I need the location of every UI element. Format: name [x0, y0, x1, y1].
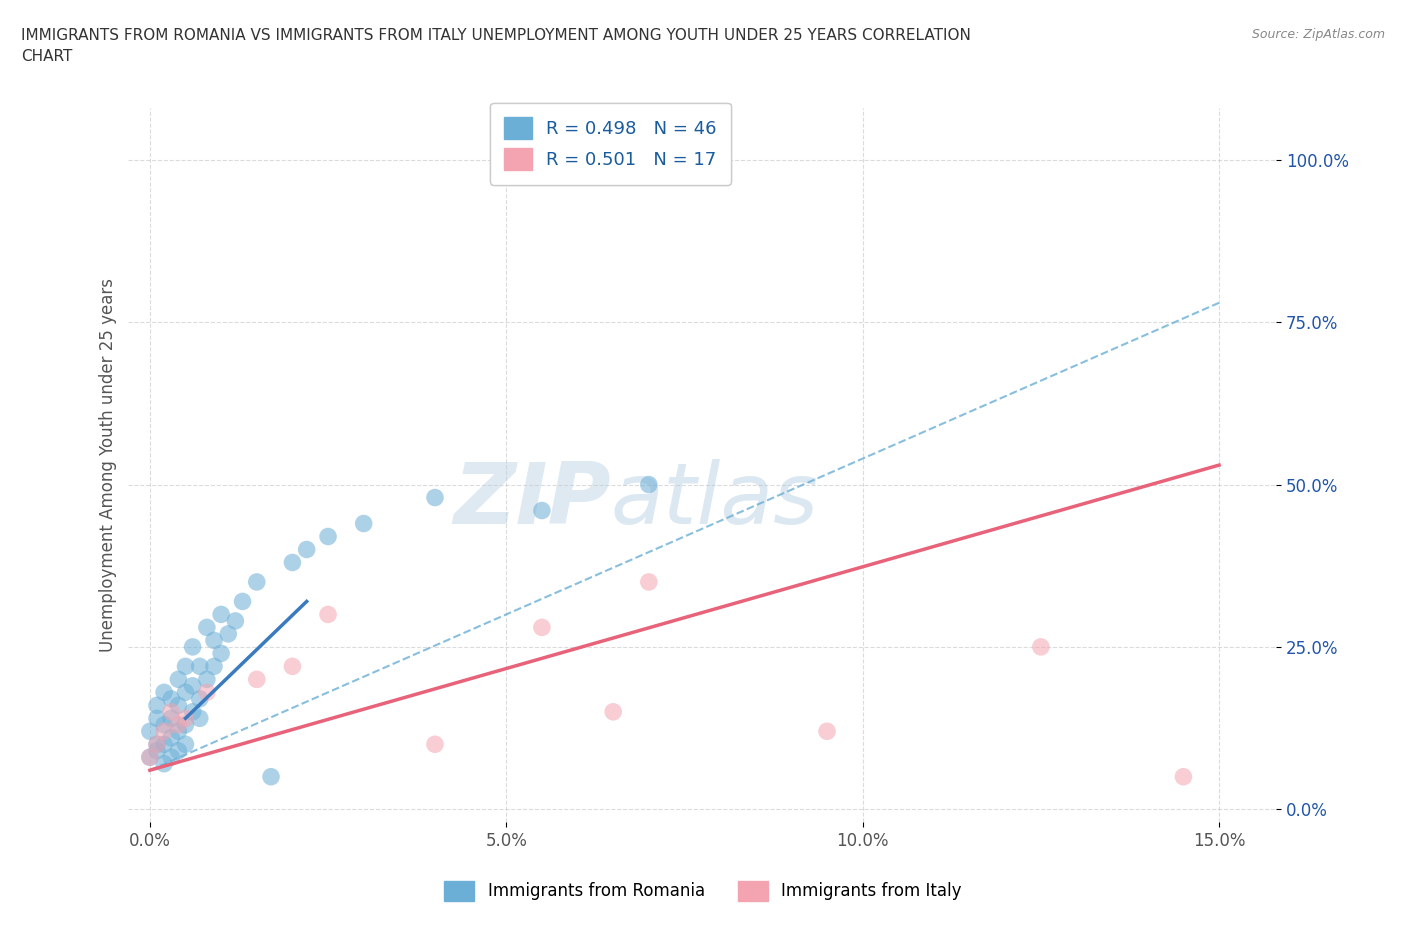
Point	[217, 627, 239, 642]
Point	[188, 691, 211, 706]
Point	[167, 717, 190, 732]
Point	[153, 684, 176, 699]
Point	[139, 750, 162, 764]
Point	[146, 711, 169, 725]
Point	[146, 737, 169, 751]
Legend: Immigrants from Romania, Immigrants from Italy: Immigrants from Romania, Immigrants from…	[437, 874, 969, 908]
Point	[181, 704, 204, 719]
Point	[167, 724, 190, 738]
Point	[174, 711, 197, 725]
Point	[209, 607, 232, 622]
Point	[174, 737, 197, 751]
Point	[195, 671, 218, 686]
Point	[153, 737, 176, 751]
Point	[174, 659, 197, 674]
Point	[174, 684, 197, 699]
Point	[353, 516, 375, 531]
Point	[188, 659, 211, 674]
Point	[167, 743, 190, 758]
Y-axis label: Unemployment Among Youth under 25 years: Unemployment Among Youth under 25 years	[100, 278, 117, 652]
Point	[209, 646, 232, 661]
Point	[139, 724, 162, 738]
Point	[1029, 640, 1052, 655]
Point	[195, 684, 218, 699]
Point	[295, 542, 318, 557]
Point	[160, 691, 183, 706]
Point	[224, 614, 246, 629]
Point	[281, 555, 304, 570]
Point	[146, 698, 169, 712]
Text: atlas: atlas	[610, 459, 818, 542]
Point	[246, 671, 269, 686]
Point	[637, 477, 659, 492]
Point	[602, 704, 624, 719]
Point	[139, 750, 162, 764]
Point	[153, 724, 176, 738]
Point	[1173, 769, 1195, 784]
Point	[246, 575, 269, 590]
Point	[160, 704, 183, 719]
Point	[815, 724, 838, 738]
Point	[423, 737, 446, 751]
Point	[181, 678, 204, 693]
Point	[160, 750, 183, 764]
Point	[637, 575, 659, 590]
Legend: R = 0.498   N = 46, R = 0.501   N = 17: R = 0.498 N = 46, R = 0.501 N = 17	[491, 102, 731, 185]
Point	[181, 640, 204, 655]
Point	[202, 659, 225, 674]
Point	[231, 594, 253, 609]
Point	[146, 743, 169, 758]
Point	[153, 756, 176, 771]
Point	[167, 671, 190, 686]
Text: IMMIGRANTS FROM ROMANIA VS IMMIGRANTS FROM ITALY UNEMPLOYMENT AMONG YOUTH UNDER : IMMIGRANTS FROM ROMANIA VS IMMIGRANTS FR…	[21, 28, 972, 64]
Point	[316, 529, 339, 544]
Point	[530, 620, 553, 635]
Point	[160, 711, 183, 725]
Point	[167, 698, 190, 712]
Point	[153, 717, 176, 732]
Point	[530, 503, 553, 518]
Point	[160, 730, 183, 745]
Point	[316, 607, 339, 622]
Point	[174, 717, 197, 732]
Text: ZIP: ZIP	[453, 459, 610, 542]
Point	[260, 769, 283, 784]
Point	[146, 737, 169, 751]
Text: Source: ZipAtlas.com: Source: ZipAtlas.com	[1251, 28, 1385, 41]
Point	[281, 659, 304, 674]
Point	[188, 711, 211, 725]
Point	[202, 633, 225, 648]
Point	[195, 620, 218, 635]
Point	[423, 490, 446, 505]
